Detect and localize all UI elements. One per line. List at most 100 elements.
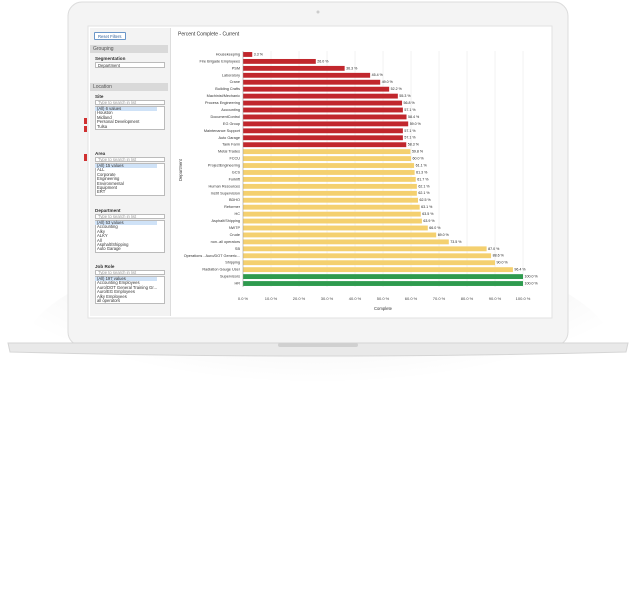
filter-sidebar: Reset Filters Grouping Segmentation Departm… <box>90 28 170 316</box>
bar <box>243 225 428 231</box>
y-tick-label: Shipping <box>225 261 240 265</box>
y-tick-label: Fire Brigade Employees <box>199 59 240 63</box>
list-item[interactable]: (All) 15 values <box>95 163 157 169</box>
bar <box>243 239 449 245</box>
bar <box>243 190 417 196</box>
value-label: 73.5 % <box>450 240 462 244</box>
value-label: 55.3 % <box>399 94 411 98</box>
list-item[interactable]: Auro/EG Employees <box>97 289 135 295</box>
y-axis-title: Department <box>178 158 183 181</box>
y-tick-label: Machinist/Mechanic <box>207 94 240 98</box>
value-label: 62.1 % <box>418 191 430 195</box>
value-label: 90.0 % <box>497 261 509 265</box>
list-item[interactable]: all operators <box>97 298 121 303</box>
bar <box>243 72 371 78</box>
reset-button[interactable]: Reset Filters <box>94 32 126 40</box>
chart: Percent Complete - Current Complete Depa… <box>178 31 538 311</box>
value-label: 62.5 % <box>420 198 432 202</box>
bar <box>243 86 390 92</box>
y-tick-label: Instrt Supervision <box>211 191 240 195</box>
list-item[interactable]: Engineering <box>97 176 120 182</box>
filter-label: Area <box>95 151 106 156</box>
y-tick-label: EG Group <box>223 122 240 126</box>
bar <box>243 121 409 127</box>
y-tick-label: Building Crafts <box>215 87 240 91</box>
value-label: 96.4 % <box>514 268 526 272</box>
select[interactable]: Department <box>95 62 165 68</box>
value-label: 58.3 % <box>408 143 420 147</box>
list-item[interactable]: All <box>97 237 102 243</box>
list-item[interactable]: (All) 53 values <box>95 220 157 226</box>
list-item[interactable]: Equipment <box>97 185 118 190</box>
x-tick-label: 50.0 % <box>377 296 390 301</box>
bar <box>243 253 492 259</box>
bar <box>243 58 316 64</box>
search-box[interactable]: Type to search in list <box>95 100 165 105</box>
y-tick-label: Forklift <box>229 177 241 181</box>
list-item[interactable]: Midland <box>97 114 112 120</box>
filter-label: Job Role <box>95 264 115 269</box>
marker <box>84 118 87 124</box>
list-item[interactable]: Asphalt/Shipping <box>97 242 129 247</box>
list-item[interactable]: ALKY <box>97 233 108 239</box>
x-tick-label: 40.0 % <box>349 296 362 301</box>
value-label: 49.0 % <box>382 80 394 84</box>
list-item[interactable]: Environmental <box>97 180 124 186</box>
value-label: 57.1 % <box>404 136 416 140</box>
x-tick-label: 20.0 % <box>293 296 306 301</box>
search-box[interactable]: Type to search in list <box>95 214 165 219</box>
y-tick-label: Crude <box>230 233 240 237</box>
list-item[interactable]: ALL <box>97 167 105 173</box>
value-label: 61.1 % <box>416 163 428 167</box>
bar <box>243 176 416 182</box>
filter-label: Department <box>95 208 121 213</box>
y-tick-label: Human Resources <box>209 184 241 188</box>
list-item[interactable]: Personal Development <box>97 119 140 125</box>
y-tick-label: Asphalt/Shipping <box>212 219 241 223</box>
list-item[interactable]: Alky <box>97 228 105 234</box>
bar <box>243 107 403 113</box>
field-label: Segmentation <box>95 56 126 61</box>
section-header: Grouping <box>90 45 168 53</box>
list-item[interactable]: (All) 197 values <box>95 276 157 282</box>
value-label: 100.0 % <box>525 281 539 285</box>
y-tick-label: Operations - Auro/DOT Generic... <box>184 254 240 258</box>
value-label: 88.6 % <box>493 254 505 258</box>
value-label: 36.3 % <box>346 66 358 70</box>
list-item[interactable]: Houston <box>97 110 113 116</box>
list-item[interactable]: ERT <box>97 189 106 195</box>
list-item[interactable]: Accounting Employees <box>97 280 140 286</box>
list-item[interactable]: Auro/DOT General Training Gr... <box>97 284 157 290</box>
y-tick-label: HR <box>235 282 241 286</box>
search-box[interactable]: Type to search in list <box>95 270 165 275</box>
value-label: 63.9 % <box>423 219 435 223</box>
y-tick-label: GCS <box>232 170 241 174</box>
x-tick-label: 90.0 % <box>489 296 502 301</box>
bar <box>243 65 345 71</box>
list-item[interactable]: Tulsa <box>97 123 108 129</box>
value-label: 66.0 % <box>429 226 441 230</box>
list-item[interactable]: Accounting <box>97 224 118 230</box>
y-tick-label: SB <box>235 247 241 251</box>
list-item[interactable]: Alky Employees <box>97 293 127 299</box>
bar <box>243 246 487 252</box>
y-tick-label: Maintenance Support <box>204 129 241 133</box>
value-label: 52.2 % <box>391 87 403 91</box>
laptop-base <box>7 342 629 357</box>
value-label: 60.0 % <box>413 157 425 161</box>
value-label: 62.1 % <box>418 184 430 188</box>
list-item[interactable]: (All) 6 values <box>95 106 157 112</box>
search-box[interactable]: Type to search in list <box>95 157 165 162</box>
camera <box>316 10 320 14</box>
bar <box>243 149 411 155</box>
list-item[interactable]: Corporate <box>97 171 116 177</box>
value-label: 58.4 % <box>408 115 420 119</box>
bar <box>243 274 523 280</box>
bar <box>243 163 415 168</box>
y-tick-label: Crane <box>230 80 240 84</box>
value-label: 3.3 % <box>254 52 264 56</box>
list-item[interactable]: Auto Garage <box>97 246 121 252</box>
bar <box>243 100 403 106</box>
x-tick-label: 10.0 % <box>265 296 278 301</box>
